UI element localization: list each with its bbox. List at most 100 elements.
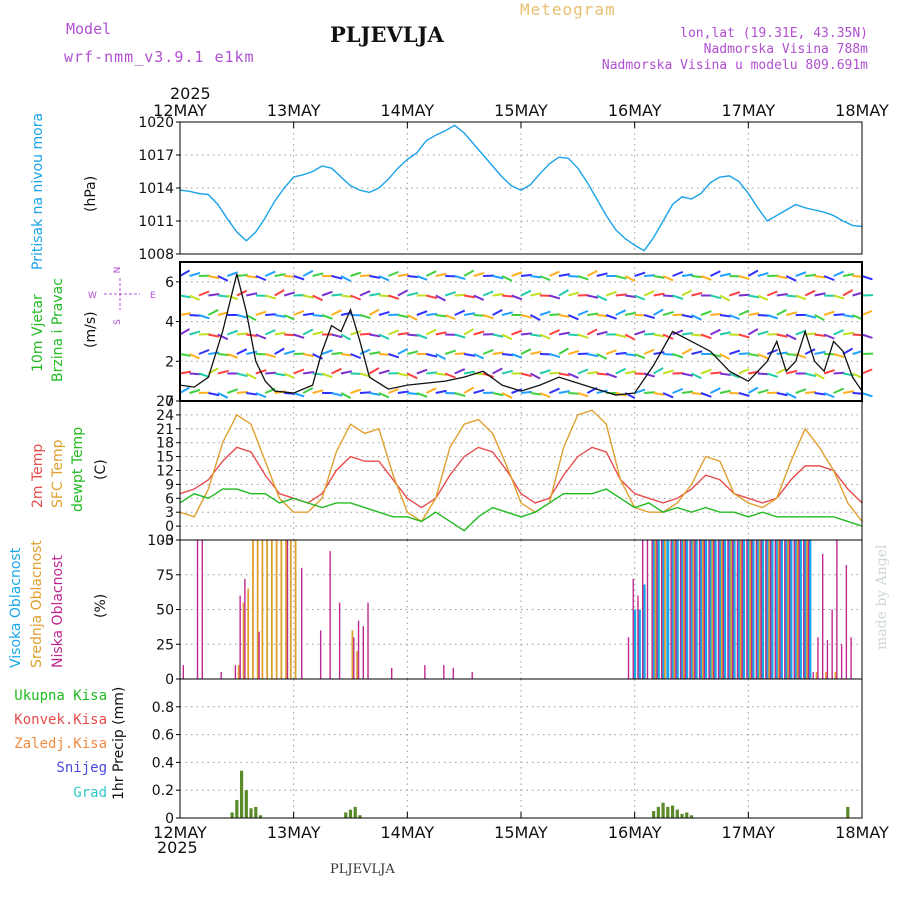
wind-barb bbox=[567, 314, 579, 321]
wind-barb bbox=[596, 314, 608, 318]
wind-barb bbox=[179, 370, 192, 375]
wind-barb bbox=[700, 392, 712, 398]
model-name: wrf-nmm_v3.9.1 e1km bbox=[64, 48, 255, 66]
wind-barb bbox=[852, 350, 864, 355]
wind-barb bbox=[416, 368, 428, 375]
wind-barb bbox=[473, 272, 485, 277]
wind-barb bbox=[245, 372, 257, 380]
wind-barb bbox=[407, 291, 419, 297]
footer-station: PLJEVLJA bbox=[330, 862, 395, 877]
wind-barb bbox=[416, 392, 428, 398]
wind-barb bbox=[274, 331, 286, 336]
wind-barb bbox=[198, 314, 210, 320]
wind-barb bbox=[407, 275, 419, 279]
panel-1: 1008 1011 1014 1017 1020 bbox=[138, 115, 863, 263]
wind-barb bbox=[454, 333, 466, 339]
wind-barb bbox=[558, 372, 570, 377]
wind-barb bbox=[359, 314, 371, 319]
ytick-label: 18 bbox=[156, 436, 174, 452]
wind-barb bbox=[634, 294, 646, 301]
wind-barb bbox=[634, 330, 646, 336]
wind-barb bbox=[198, 372, 210, 378]
wind-barb bbox=[208, 275, 220, 280]
wind-barb bbox=[368, 367, 380, 375]
wind-barb bbox=[274, 390, 286, 394]
wind-barb bbox=[264, 270, 276, 277]
wind-barb bbox=[729, 291, 741, 297]
wind-barb bbox=[710, 294, 722, 300]
wind-barbs bbox=[179, 269, 874, 400]
wind-barb bbox=[842, 372, 855, 377]
wind-barb bbox=[605, 372, 617, 379]
model-label: Model bbox=[66, 20, 112, 38]
wind-barb bbox=[227, 271, 239, 277]
wind-barb bbox=[823, 333, 835, 340]
ytick-label: 4 bbox=[165, 315, 174, 331]
wind-barb bbox=[833, 353, 845, 358]
wind-barb bbox=[662, 392, 674, 399]
precip-hail-label: Grad bbox=[73, 785, 107, 801]
wind-barb bbox=[719, 331, 731, 336]
wind-barb bbox=[217, 369, 229, 375]
wind-barb bbox=[842, 289, 854, 297]
wind-barb bbox=[634, 388, 646, 394]
wind-barb bbox=[653, 351, 665, 355]
wind-barb bbox=[264, 353, 277, 358]
wind-barb bbox=[710, 312, 722, 316]
wind-barb bbox=[425, 270, 437, 277]
wind-barb bbox=[359, 372, 371, 378]
pressure-line bbox=[179, 124, 863, 252]
wind-barb bbox=[738, 392, 750, 397]
wind-barb bbox=[766, 314, 779, 320]
xtick-label-top: 17MAY bbox=[722, 101, 776, 120]
wind-barb bbox=[340, 370, 352, 375]
wind-barb bbox=[747, 386, 759, 394]
ytick-label: 50 bbox=[156, 603, 174, 619]
panel-frame bbox=[179, 400, 863, 541]
wind-barb bbox=[283, 372, 295, 379]
wind-barb bbox=[350, 330, 362, 336]
wind-barb bbox=[653, 308, 664, 316]
wind-barb bbox=[407, 333, 419, 337]
wind-barb bbox=[644, 391, 656, 394]
wind-barb bbox=[435, 331, 447, 336]
wind-barb bbox=[264, 387, 276, 394]
wind-barb bbox=[672, 353, 684, 359]
wind-barb bbox=[378, 392, 390, 399]
panel-frame bbox=[179, 121, 863, 255]
wind-barb bbox=[662, 275, 674, 282]
wind-barb bbox=[785, 311, 798, 316]
wind-barb bbox=[331, 293, 343, 297]
wind-barb bbox=[407, 392, 419, 396]
wind-barb bbox=[776, 275, 788, 280]
wind-barb bbox=[842, 331, 855, 336]
wind-barb bbox=[255, 275, 267, 282]
ytick-label: 100 bbox=[147, 533, 174, 549]
wind-barb bbox=[236, 332, 248, 336]
wind-barb bbox=[625, 294, 637, 299]
wind-barb bbox=[207, 308, 219, 316]
wind-barb bbox=[293, 309, 305, 316]
wind-barb bbox=[653, 392, 665, 396]
precip-bar bbox=[670, 805, 675, 818]
wind-barb bbox=[520, 314, 532, 319]
wind-barb bbox=[568, 291, 580, 297]
wind-barb bbox=[842, 273, 855, 277]
wind-barb bbox=[388, 329, 399, 336]
credit: made by Angel bbox=[874, 544, 890, 651]
wind-barb bbox=[653, 275, 665, 279]
wind-barb bbox=[264, 329, 276, 336]
wind-barb bbox=[852, 392, 864, 395]
wind-barb bbox=[823, 392, 835, 399]
wind-barb bbox=[757, 353, 769, 360]
ytick-label: 6 bbox=[165, 275, 174, 291]
wind-barb bbox=[776, 367, 787, 375]
ytick-label: 3 bbox=[165, 505, 174, 521]
wind-barb bbox=[321, 349, 333, 355]
wind-barb bbox=[795, 353, 807, 359]
wind-barb bbox=[454, 352, 466, 355]
wind-barb bbox=[757, 294, 769, 301]
wind-barb bbox=[833, 329, 845, 336]
wind-barb bbox=[302, 294, 315, 299]
